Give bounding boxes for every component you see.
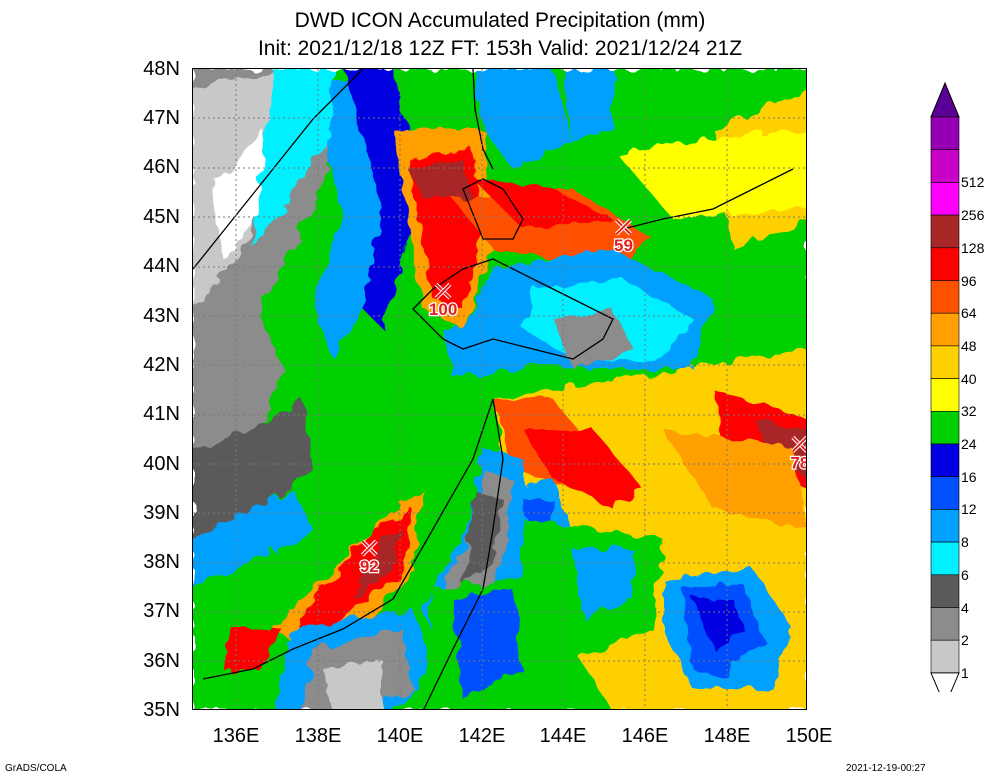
colorbar-swatch [930, 639, 960, 674]
precipitation-field: 100 59 78 92 [193, 69, 807, 709]
precip-maximum-marker: 92 [359, 539, 380, 577]
colorbar-label: 32 [961, 403, 977, 420]
lon-label: 150E [785, 725, 833, 747]
lon-label: 146E [621, 725, 669, 747]
footer-timestamp: 2021-12-19-00:27 [846, 763, 926, 774]
lat-label: 46N [143, 156, 180, 178]
colorbar-swatch [930, 149, 960, 183]
colorbar-swatch [930, 378, 960, 412]
colorbar-swatch [930, 345, 960, 379]
precip-maximum-marker: 59 [613, 218, 634, 256]
colorbar-label: 8 [961, 534, 969, 551]
lon-label: 142E [458, 725, 506, 747]
precip-maximum-value: 92 [360, 557, 379, 576]
colorbar-label: 64 [961, 305, 977, 322]
colorbar-swatch [930, 443, 960, 478]
lat-label: 48N [143, 58, 180, 80]
map-subtitle: Init: 2021/12/18 12Z FT: 153h Valid: 202… [257, 37, 743, 60]
colorbar-swatch [930, 280, 960, 314]
colorbar-swatch [930, 607, 960, 641]
colorbar-label: 12 [961, 501, 977, 518]
colorbar-swatch [930, 574, 960, 608]
lon-label: 140E [376, 725, 424, 747]
lat-label: 43N [143, 305, 180, 327]
lon-label: 144E [539, 725, 587, 747]
colorbar-label: 512 [961, 174, 985, 191]
colorbar-swatch [930, 476, 960, 510]
colorbar-swatch [930, 410, 960, 445]
colorbar-swatch [930, 312, 960, 347]
colorbar-swatch [930, 182, 960, 216]
precip-maximum-value: 100 [429, 300, 457, 319]
lat-label: 47N [143, 107, 180, 129]
colorbar-label: 2 [961, 632, 969, 649]
lat-label: 36N [143, 650, 180, 672]
lat-label: 42N [143, 354, 180, 376]
colorbar-swatch [930, 214, 960, 249]
precip-maximum-marker: 100 [428, 282, 459, 320]
precip-maximum-marker: 78 [789, 435, 807, 474]
lat-label: 35N [143, 699, 180, 721]
lon-label: 136E [212, 725, 260, 747]
colorbar-swatch [930, 116, 960, 151]
colorbar-label: 128 [961, 239, 985, 256]
lat-label: 37N [143, 600, 180, 622]
colorbar-label: 6 [961, 566, 969, 583]
colorbar-label: 48 [961, 337, 977, 354]
map-title: DWD ICON Accumulated Precipitation (mm) [294, 9, 706, 32]
lat-label: 40N [143, 453, 180, 475]
colorbar-swatch [930, 541, 960, 576]
colorbar-label: 256 [961, 207, 985, 224]
colorbar-label: 4 [961, 599, 969, 616]
lon-label: 148E [703, 725, 751, 747]
precip-maximum-value: 59 [614, 236, 633, 255]
colorbar-label: 40 [961, 370, 977, 387]
colorbar-label: 16 [961, 468, 977, 485]
colorbar-top-arrow [930, 82, 960, 118]
precip-maximum-value: 78 [790, 453, 807, 472]
colorbar-label: 24 [961, 436, 977, 452]
lat-label: 45N [143, 206, 180, 228]
lat-label: 38N [143, 551, 180, 573]
colorbar [930, 82, 960, 692]
lat-label: 44N [143, 255, 180, 277]
lat-label: 41N [143, 403, 180, 425]
colorbar-swatch [930, 247, 960, 281]
colorbar-bottom-arrow [930, 672, 960, 692]
footer-source: GrADS/COLA [5, 763, 67, 774]
colorbar-label: 1 [961, 664, 969, 681]
lon-label: 138E [294, 725, 342, 747]
precipitation-map: 100 59 78 92 [192, 68, 807, 710]
lat-label: 39N [143, 502, 180, 524]
colorbar-swatch [930, 509, 960, 543]
colorbar-label: 96 [961, 272, 977, 289]
